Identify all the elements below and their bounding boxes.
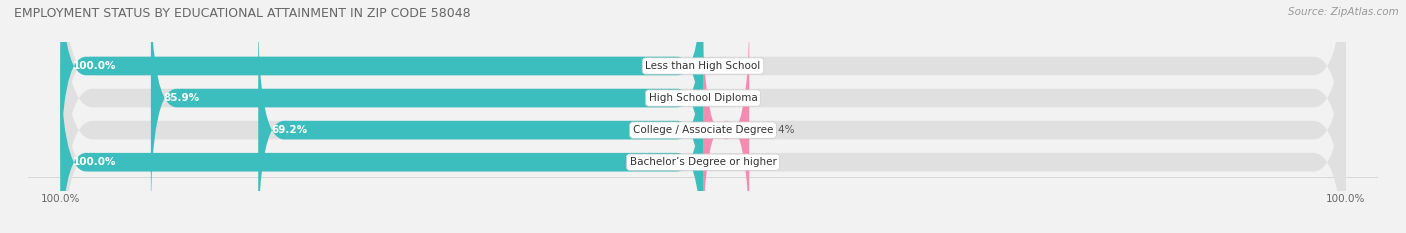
FancyBboxPatch shape: [60, 0, 1346, 233]
Text: High School Diploma: High School Diploma: [648, 93, 758, 103]
FancyBboxPatch shape: [60, 11, 1346, 233]
FancyBboxPatch shape: [150, 0, 703, 217]
Text: Bachelor’s Degree or higher: Bachelor’s Degree or higher: [630, 157, 776, 167]
Text: 0.0%: 0.0%: [723, 61, 748, 71]
Text: College / Associate Degree: College / Associate Degree: [633, 125, 773, 135]
Text: Less than High School: Less than High School: [645, 61, 761, 71]
Text: 85.9%: 85.9%: [163, 93, 200, 103]
FancyBboxPatch shape: [703, 11, 749, 233]
Text: 0.0%: 0.0%: [723, 93, 748, 103]
Text: EMPLOYMENT STATUS BY EDUCATIONAL ATTAINMENT IN ZIP CODE 58048: EMPLOYMENT STATUS BY EDUCATIONAL ATTAINM…: [14, 7, 471, 20]
Text: 0.0%: 0.0%: [723, 157, 748, 167]
FancyBboxPatch shape: [60, 0, 703, 185]
FancyBboxPatch shape: [60, 0, 1346, 217]
Text: 100.0%: 100.0%: [73, 61, 117, 71]
FancyBboxPatch shape: [60, 0, 1346, 233]
Text: Source: ZipAtlas.com: Source: ZipAtlas.com: [1288, 7, 1399, 17]
Text: 2.4%: 2.4%: [769, 125, 794, 135]
Text: 100.0%: 100.0%: [73, 157, 117, 167]
Text: 69.2%: 69.2%: [271, 125, 307, 135]
FancyBboxPatch shape: [259, 11, 703, 233]
FancyBboxPatch shape: [60, 43, 703, 233]
